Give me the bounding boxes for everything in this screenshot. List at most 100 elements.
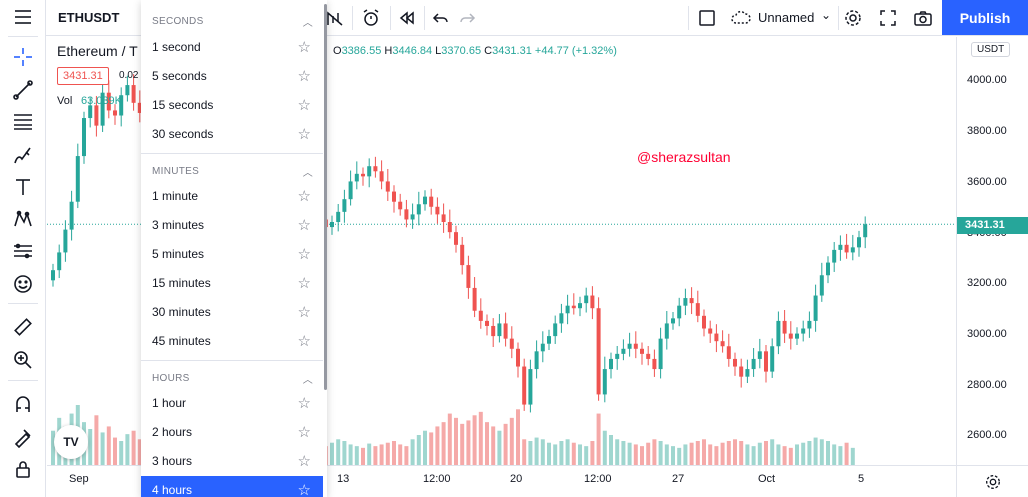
interval-15-seconds[interactable]: 15 seconds ☆	[141, 91, 323, 120]
interval-5-minutes[interactable]: 5 minutes ☆	[141, 240, 323, 269]
interval-2-hours[interactable]: 2 hours ☆	[141, 418, 323, 447]
volume-bar	[689, 442, 694, 465]
candle-body	[776, 320, 781, 347]
brush-icon[interactable]	[0, 138, 46, 172]
zoom-icon[interactable]	[0, 343, 46, 377]
time-tick: 20	[510, 473, 523, 485]
alert-icon[interactable]	[358, 6, 384, 30]
candle	[819, 262, 824, 302]
star-icon[interactable]: ☆	[297, 68, 311, 85]
interval-label: 1 hour	[152, 396, 187, 410]
chevron-up-icon[interactable]: ︿	[302, 18, 313, 29]
chevron-down-icon[interactable]: ⌄	[821, 8, 832, 22]
publish-button[interactable]: Publish	[942, 0, 1028, 35]
star-icon[interactable]: ☆	[297, 39, 311, 56]
candle-body	[584, 295, 589, 304]
interval-15-minutes[interactable]: 15 minutes ☆	[141, 269, 323, 298]
candle	[472, 277, 477, 318]
interval-30-minutes[interactable]: 30 minutes ☆	[141, 298, 323, 327]
interval-label: 30 minutes	[152, 305, 211, 319]
star-icon[interactable]: ☆	[297, 246, 311, 263]
ruler-icon[interactable]	[0, 310, 46, 344]
candle-body	[398, 201, 403, 210]
star-icon[interactable]: ☆	[297, 482, 311, 497]
redo-icon[interactable]	[454, 6, 480, 30]
text-icon[interactable]	[0, 170, 46, 204]
interval-3-minutes[interactable]: 3 minutes ☆	[141, 211, 323, 240]
candle	[745, 359, 750, 384]
replay-icon[interactable]	[394, 6, 420, 30]
star-icon[interactable]: ☆	[297, 188, 311, 205]
candles-icon[interactable]	[322, 6, 348, 30]
candle-body	[627, 343, 632, 349]
settings-icon[interactable]	[840, 6, 866, 30]
star-icon[interactable]: ☆	[297, 453, 311, 470]
volume-bar	[844, 442, 849, 465]
pattern-icon[interactable]	[0, 202, 46, 236]
crosshair-icon[interactable]	[0, 40, 46, 74]
menu-icon[interactable]	[0, 0, 46, 34]
interval-30-seconds[interactable]: 30 seconds ☆	[141, 120, 323, 149]
tradingview-logo[interactable]: TV	[54, 425, 88, 459]
time-tick: 12:00	[584, 473, 612, 485]
gear-icon	[985, 474, 1000, 489]
section-hours[interactable]: HOURS ︿	[141, 361, 323, 391]
chevron-up-icon[interactable]: ︿	[302, 375, 313, 386]
interval-1-minute[interactable]: 1 minute ☆	[141, 182, 323, 211]
candle	[832, 242, 837, 272]
currency-badge[interactable]: USDT	[971, 42, 1011, 57]
symbol-search[interactable]: ETHUSDT	[58, 10, 120, 25]
lock-drawing-icon[interactable]	[0, 420, 46, 454]
candle	[131, 74, 136, 111]
candle-body	[596, 308, 601, 395]
interval-45-minutes[interactable]: 45 minutes ☆	[141, 327, 323, 356]
candle-body	[683, 298, 688, 306]
candle-body	[832, 249, 837, 263]
menu-scrollbar[interactable]	[324, 4, 327, 390]
candle-body	[429, 196, 434, 207]
candle-body	[330, 222, 334, 228]
volume-bar	[416, 435, 421, 465]
star-icon[interactable]: ☆	[297, 217, 311, 234]
interval-label: 15 minutes	[152, 276, 211, 290]
sell-price-badge[interactable]: 3431.31	[57, 67, 109, 85]
camera-icon[interactable]	[910, 6, 936, 30]
star-icon[interactable]: ☆	[297, 333, 311, 350]
star-icon[interactable]: ☆	[297, 424, 311, 441]
cloud-icon[interactable]	[728, 6, 754, 30]
interval-1-hour[interactable]: 1 hour ☆	[141, 389, 323, 418]
volume-bar	[429, 432, 434, 465]
trend-line-icon[interactable]	[0, 73, 46, 107]
candle	[342, 189, 347, 223]
section-seconds[interactable]: SECONDS ︿	[141, 4, 323, 34]
chart-settings-button[interactable]	[956, 465, 1028, 497]
candle	[385, 169, 390, 201]
magnet-icon[interactable]	[0, 387, 46, 421]
star-icon[interactable]: ☆	[297, 304, 311, 321]
horizontal-lines-icon[interactable]	[0, 104, 46, 138]
fullscreen-icon[interactable]	[875, 6, 901, 30]
volume-bar	[100, 432, 105, 465]
volume-bar	[633, 444, 638, 465]
star-icon[interactable]: ☆	[297, 126, 311, 143]
candle-body	[385, 181, 390, 192]
interval-1-second[interactable]: 1 second ☆	[141, 33, 323, 62]
lock-icon[interactable]	[0, 452, 46, 486]
emoji-icon[interactable]	[0, 267, 46, 301]
star-icon[interactable]: ☆	[297, 275, 311, 292]
spread-value: 0.02	[119, 70, 139, 81]
candle-body	[658, 338, 663, 370]
price-axis[interactable]: USDT 4000.00 3800.00 3600.00 3400.00 320…	[956, 37, 1028, 465]
prediction-icon[interactable]	[0, 234, 46, 268]
section-minutes[interactable]: MINUTES ︿	[141, 154, 323, 184]
interval-5-seconds[interactable]: 5 seconds ☆	[141, 62, 323, 91]
undo-icon[interactable]	[428, 6, 454, 30]
chevron-up-icon[interactable]: ︿	[302, 168, 313, 179]
layout-name[interactable]: Unnamed	[758, 10, 815, 25]
interval-4-hours[interactable]: 4 hours ☆	[141, 476, 323, 497]
star-icon[interactable]: ☆	[297, 395, 311, 412]
layout-icon[interactable]	[694, 6, 720, 30]
interval-3-hours[interactable]: 3 hours ☆	[141, 447, 323, 476]
volume-bar	[745, 444, 750, 465]
star-icon[interactable]: ☆	[297, 97, 311, 114]
